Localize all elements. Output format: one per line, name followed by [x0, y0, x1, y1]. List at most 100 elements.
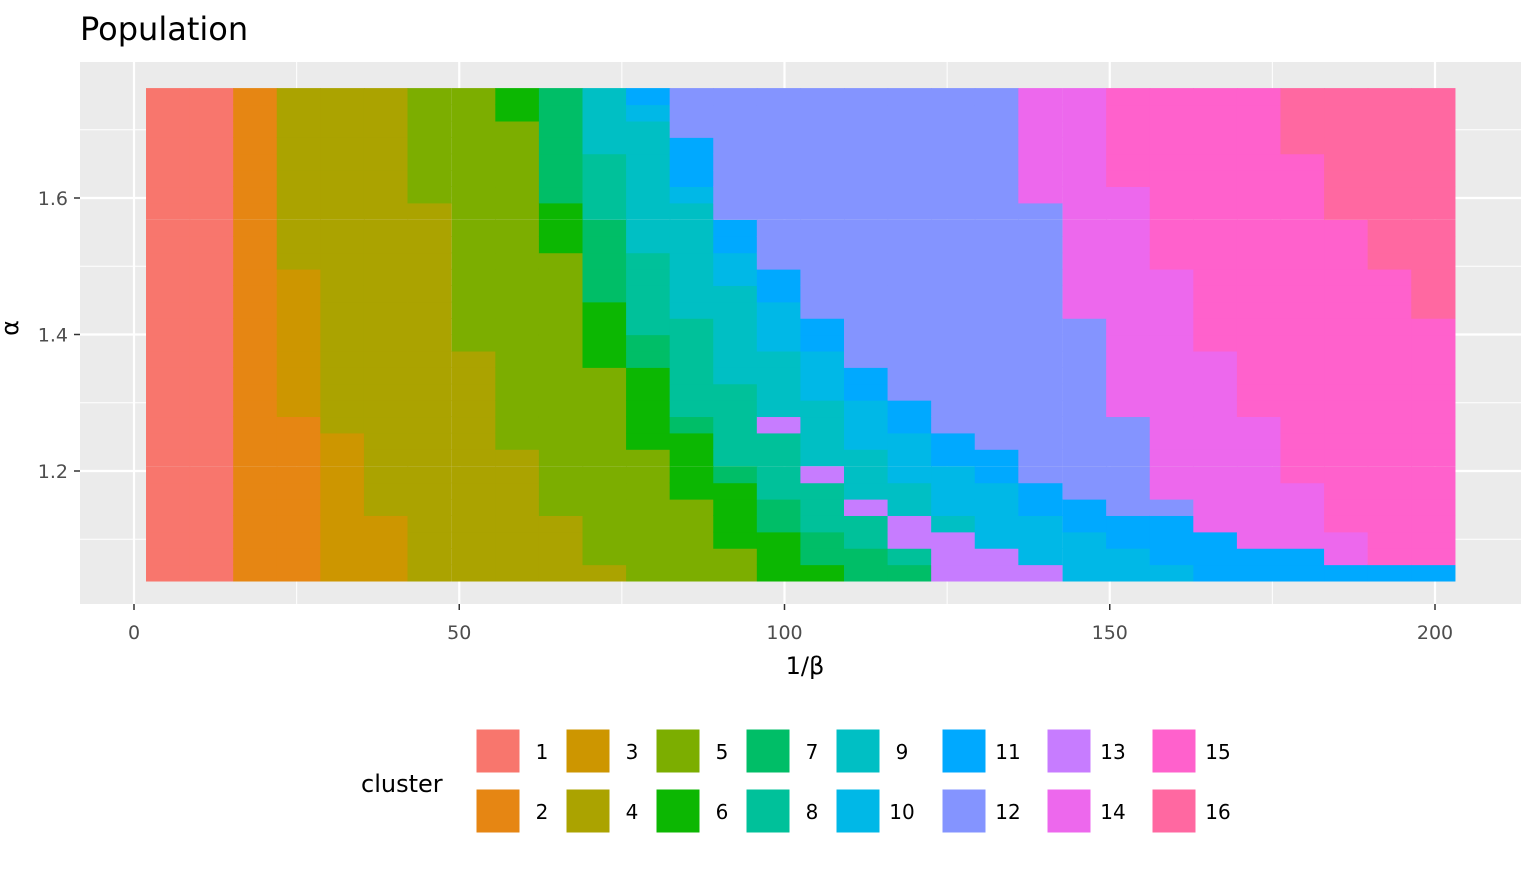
heatmap-tile — [1367, 449, 1412, 467]
heatmap-tile — [582, 334, 627, 352]
heatmap-tile — [495, 285, 540, 303]
heatmap-tile — [844, 449, 889, 467]
heatmap-tile — [669, 202, 714, 220]
heatmap-tile — [363, 202, 409, 220]
heatmap-tile — [189, 416, 234, 434]
heatmap-tile — [1280, 466, 1325, 484]
heatmap-tile — [713, 104, 758, 122]
heatmap-tile — [276, 466, 321, 484]
heatmap-tile — [669, 88, 714, 106]
heatmap-tile — [189, 88, 234, 106]
heatmap-tile — [320, 482, 365, 500]
heatmap-tile — [844, 104, 889, 122]
heatmap-tile — [1149, 318, 1194, 336]
heatmap-tile — [1149, 153, 1194, 171]
heatmap-tile — [669, 383, 714, 401]
heatmap-tile — [538, 236, 584, 254]
heatmap-tile — [363, 153, 409, 171]
heatmap-tile — [800, 449, 845, 467]
heatmap-tile — [931, 515, 976, 533]
heatmap-tile — [407, 268, 452, 286]
heatmap-tile — [233, 186, 278, 204]
heatmap-tile — [538, 367, 584, 385]
heatmap-tile — [1367, 531, 1412, 549]
heatmap-tile — [495, 449, 540, 467]
heatmap-tile — [713, 219, 758, 237]
axes: 0 50 100 150 200 1.2 1.4 1.6 — [38, 188, 1453, 644]
heatmap-tile — [1236, 252, 1282, 270]
heatmap-tile — [451, 383, 496, 401]
heatmap-tile — [756, 268, 802, 286]
legend-label-6: 6 — [716, 800, 729, 824]
heatmap-tile — [756, 449, 802, 467]
heatmap-tile — [320, 350, 365, 368]
heatmap-tile — [233, 400, 278, 418]
heatmap-tile — [1062, 202, 1107, 220]
heatmap-tile — [931, 285, 976, 303]
heatmap-tile — [756, 137, 802, 155]
heatmap-tile — [146, 137, 191, 155]
heatmap-tile — [1106, 153, 1151, 171]
heatmap-tile — [189, 466, 234, 484]
heatmap-tile — [931, 301, 976, 319]
heatmap-tile — [974, 153, 1019, 171]
heatmap-tile — [1106, 515, 1151, 533]
heatmap-tile — [1367, 219, 1412, 237]
heatmap-tile — [1149, 564, 1194, 582]
heatmap-tile — [974, 104, 1019, 122]
heatmap-tile — [1411, 515, 1456, 533]
heatmap-tile — [1062, 137, 1107, 155]
heatmap-tile — [189, 318, 234, 336]
heatmap-tile — [1367, 236, 1412, 254]
heatmap-tile — [1367, 137, 1412, 155]
heatmap-tile — [756, 432, 802, 450]
heatmap-tile — [582, 515, 627, 533]
x-tick-label: 50 — [447, 622, 471, 644]
heatmap-tile — [320, 400, 365, 418]
heatmap-tile — [1193, 350, 1238, 368]
heatmap-tile — [974, 466, 1019, 484]
heatmap-tile — [756, 153, 802, 171]
heatmap-tile — [669, 334, 714, 352]
heatmap-tile — [1018, 169, 1063, 188]
heatmap-tile — [844, 252, 889, 270]
heatmap-tile — [582, 383, 627, 401]
heatmap-tile — [1018, 416, 1063, 434]
heatmap-tile — [538, 268, 584, 286]
heatmap-tile — [451, 268, 496, 286]
heatmap-tile — [233, 252, 278, 270]
heatmap-tile — [1018, 88, 1063, 106]
heatmap-tile — [1411, 268, 1456, 286]
heatmap-tile — [495, 318, 540, 336]
heatmap-tile — [146, 104, 191, 122]
heatmap-tile — [1324, 219, 1369, 237]
heatmap-tile — [1411, 252, 1456, 270]
heatmap-tile — [1367, 334, 1412, 352]
heatmap-tile — [800, 268, 845, 286]
heatmap-tile — [276, 367, 321, 385]
heatmap-tile — [974, 318, 1019, 336]
heatmap-tile — [495, 202, 540, 220]
heatmap-tile — [451, 153, 496, 171]
heatmap-tile — [538, 482, 584, 500]
heatmap-tile — [1062, 104, 1107, 122]
heatmap-tile — [844, 137, 889, 155]
heatmap-tile — [974, 548, 1019, 566]
heatmap-tile — [1236, 367, 1282, 385]
heatmap-tile — [189, 252, 234, 270]
heatmap-tile — [320, 449, 365, 467]
heatmap-tile — [1324, 531, 1369, 549]
heatmap-tile — [495, 104, 540, 122]
heatmap-tile — [1367, 186, 1412, 204]
heatmap-tile — [407, 350, 452, 368]
heatmap-tile — [495, 482, 540, 500]
heatmap-tile — [1062, 334, 1107, 352]
heatmap-tile — [626, 498, 671, 516]
heatmap-tile — [1280, 186, 1325, 204]
heatmap-tile — [1149, 104, 1194, 122]
heatmap-tile — [1324, 88, 1369, 106]
heatmap-tile — [1062, 285, 1107, 303]
heatmap-tile — [1411, 236, 1456, 254]
heatmap-tile — [844, 153, 889, 171]
heatmap-tile — [451, 482, 496, 500]
